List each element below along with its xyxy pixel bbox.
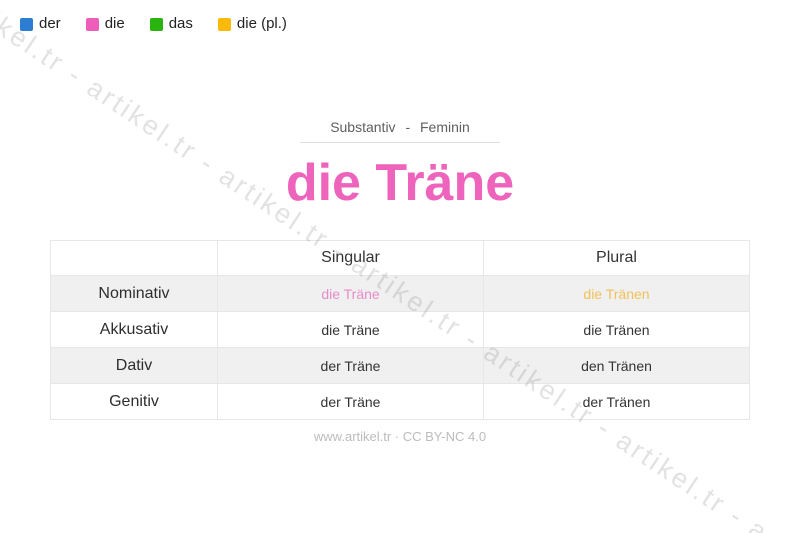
case-label: Dativ xyxy=(50,347,218,384)
legend-item-der: der xyxy=(20,15,61,32)
nominativ-singular-value: die Träne xyxy=(217,275,484,312)
genitiv-singular-value: der Träne xyxy=(217,383,484,420)
table-row-genitiv: Genitiv der Träne der Tränen xyxy=(50,383,750,420)
declension-table: Singular Plural Nominativ die Träne die … xyxy=(50,240,750,420)
page-title: die Träne xyxy=(285,154,515,212)
table-row-akkusativ: Akkusativ die Träne die Tränen xyxy=(50,311,750,348)
singular-column-header: Singular xyxy=(217,240,484,276)
corner-header-cell xyxy=(50,240,218,276)
article-color-legend: der die das die (pl.) xyxy=(20,15,287,32)
legend-item-die: die xyxy=(85,15,125,32)
case-label: Genitiv xyxy=(50,383,218,420)
akkusativ-singular-value: die Träne xyxy=(217,311,484,348)
legend-label-die: die xyxy=(104,15,125,32)
table-header-row: Singular Plural xyxy=(50,240,750,276)
plural-column-header: Plural xyxy=(483,240,750,276)
genitiv-plural-value: der Tränen xyxy=(483,383,750,420)
dativ-singular-value: der Träne xyxy=(217,347,484,384)
nominativ-plural-value: die Tränen xyxy=(483,275,750,312)
die-color-swatch xyxy=(85,17,99,31)
legend-label-der: der xyxy=(39,15,61,32)
legend-item-die-plural: die (pl.) xyxy=(217,15,287,32)
table-row-nominativ: Nominativ die Träne die Tränen xyxy=(50,275,750,312)
der-color-swatch xyxy=(20,17,33,31)
subtitle-divider xyxy=(300,142,500,143)
legend-label-die-plural: die (pl.) xyxy=(236,15,287,32)
attribution-footer: www.artikel.tr · CC BY-NC 4.0 xyxy=(313,429,487,444)
dativ-plural-value: den Tränen xyxy=(483,347,750,384)
table-row-dativ: Dativ der Träne den Tränen xyxy=(50,347,750,384)
legend-item-das: das xyxy=(149,15,193,32)
legend-label-das: das xyxy=(168,15,193,32)
das-color-swatch xyxy=(149,17,163,31)
word-type-subtitle: Substantiv - Feminin xyxy=(330,119,470,135)
die-plural-color-swatch xyxy=(217,17,231,31)
akkusativ-plural-value: die Tränen xyxy=(483,311,750,348)
case-label: Nominativ xyxy=(50,275,218,312)
case-label: Akkusativ xyxy=(50,311,218,348)
